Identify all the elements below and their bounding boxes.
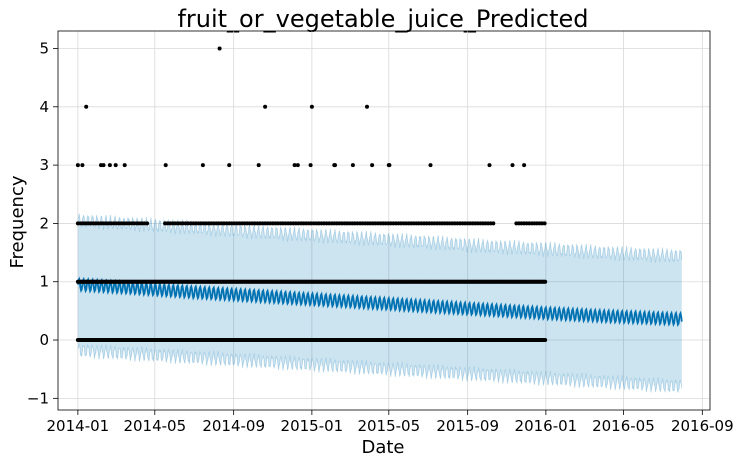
y-tick-label: −1 bbox=[27, 389, 49, 407]
forecast-yhat-path bbox=[77, 276, 683, 328]
y-axis-label: Frequency bbox=[7, 175, 28, 268]
observed-points bbox=[75, 46, 548, 342]
observed-point bbox=[543, 338, 548, 342]
observed-point bbox=[295, 163, 300, 168]
x-tick-label: 2016-09 bbox=[671, 417, 734, 435]
x-axis-label: Date bbox=[361, 437, 404, 458]
observed-point bbox=[428, 163, 433, 168]
x-axis: 2014-01 2014-05 2014-09 2015-01 2015-05 2015-… bbox=[47, 410, 734, 435]
observed-point bbox=[487, 163, 492, 168]
x-tick-label: 2016-01 bbox=[515, 417, 578, 435]
lower-bound-line bbox=[77, 343, 683, 393]
observed-point bbox=[256, 163, 261, 168]
observed-point bbox=[217, 46, 222, 51]
observed-point bbox=[84, 104, 89, 109]
observed-point bbox=[365, 104, 369, 109]
observed-point bbox=[263, 104, 268, 109]
observed-point bbox=[163, 163, 168, 168]
observed-point bbox=[145, 221, 150, 226]
y-tick-label: 5 bbox=[39, 39, 49, 57]
y-tick-label: 2 bbox=[39, 214, 49, 232]
uncertainty-area bbox=[77, 213, 682, 393]
x-tick-label: 2014-05 bbox=[123, 417, 186, 435]
observed-point bbox=[387, 163, 392, 168]
x-tick-label: 2014-01 bbox=[47, 417, 110, 435]
uncertainty-band bbox=[77, 213, 683, 393]
y-tick-label: 0 bbox=[39, 331, 49, 349]
observed-point bbox=[122, 163, 127, 168]
observed-point bbox=[370, 163, 375, 168]
x-tick-label: 2015-01 bbox=[281, 417, 344, 435]
observed-point bbox=[543, 279, 548, 284]
plot-frame bbox=[57, 30, 711, 411]
forecast-line bbox=[77, 276, 683, 328]
observed-point bbox=[350, 163, 355, 168]
observed-point bbox=[510, 163, 515, 168]
observed-point bbox=[113, 163, 118, 168]
chart-title: fruit_or_vegetable_juice_Predicted bbox=[177, 5, 588, 33]
observed-point bbox=[200, 163, 205, 168]
observed-point bbox=[75, 163, 80, 168]
observed-point bbox=[101, 163, 106, 168]
observed-point bbox=[292, 163, 297, 168]
observed-point bbox=[80, 163, 85, 168]
observed-point bbox=[107, 163, 112, 168]
y-tick-label: 1 bbox=[39, 273, 49, 291]
y-tick-label: 3 bbox=[39, 156, 49, 174]
observed-point bbox=[491, 221, 496, 226]
observed-point bbox=[309, 104, 314, 109]
observed-point bbox=[333, 163, 337, 168]
observed-point bbox=[542, 221, 547, 226]
x-tick-label: 2014-09 bbox=[202, 417, 265, 435]
observed-point bbox=[522, 163, 527, 168]
x-tick-label: 2016-05 bbox=[592, 417, 655, 435]
observed-point bbox=[308, 163, 313, 168]
upper-bound-line bbox=[77, 213, 683, 263]
y-axis: −1 0 1 2 3 4 5 bbox=[27, 39, 58, 407]
x-tick-label: 2015-05 bbox=[357, 417, 420, 435]
x-tick-label: 2015-09 bbox=[436, 417, 499, 435]
observed-point bbox=[227, 163, 232, 168]
y-tick-label: 4 bbox=[39, 98, 49, 116]
